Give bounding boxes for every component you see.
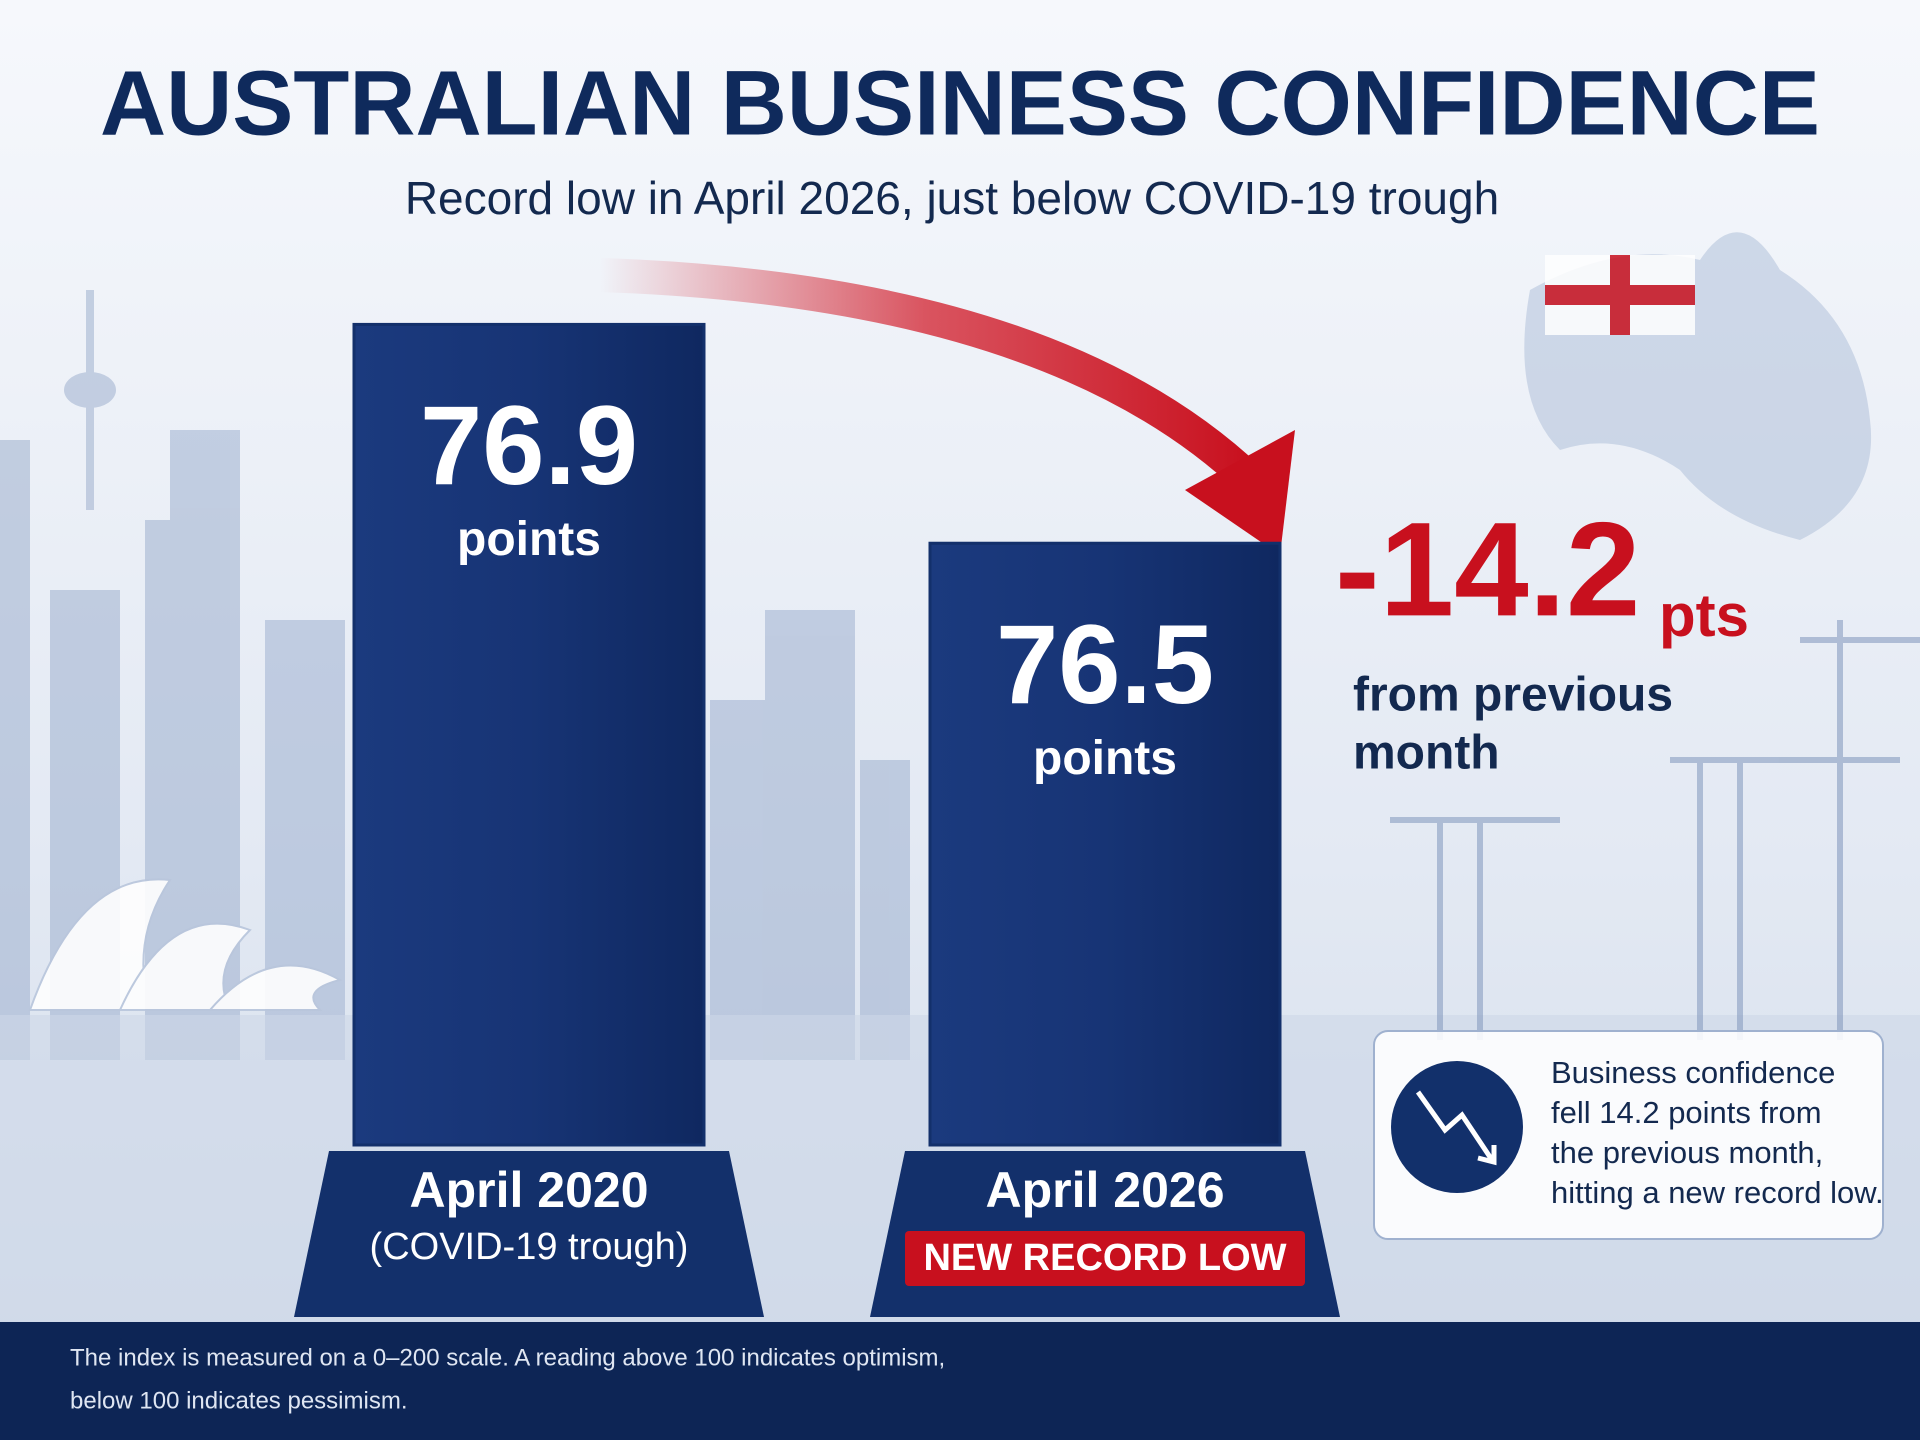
value-label: 76.9 [420, 383, 638, 508]
footnote: The index is measured on a 0–200 scale. … [70, 1344, 945, 1371]
callout-text: the previous month, [1551, 1135, 1823, 1170]
change-unit: pts [1659, 582, 1749, 649]
bar [352, 322, 706, 1147]
category-note: (COVID-19 trough) [370, 1226, 689, 1268]
category-label: April 2026 [985, 1162, 1224, 1218]
pedestal [294, 1151, 764, 1317]
bar [928, 541, 1282, 1147]
value-unit: points [457, 513, 601, 566]
trend-arrow [599, 258, 1262, 493]
record-low-badge [905, 1231, 1305, 1286]
chart-title: AUSTRALIAN BUSINESS CONFIDENCE [100, 52, 1820, 154]
value-unit: points [1033, 732, 1177, 785]
callout-text: Business confidence [1551, 1055, 1835, 1090]
opera-house [28, 878, 343, 1011]
value-label: 76.5 [996, 602, 1214, 727]
trend-arrowhead [1185, 430, 1295, 555]
callout-text: hitting a new record low. [1551, 1175, 1884, 1210]
change-label: month [1353, 727, 1500, 780]
change-value: -14.2 [1335, 495, 1640, 644]
category-note: NEW RECORD LOW [923, 1237, 1286, 1279]
callout-icon [1391, 1061, 1523, 1193]
cranes [1390, 620, 1920, 1040]
callout-text: fell 14.2 points from [1551, 1095, 1822, 1130]
chart-subtitle: Record low in April 2026, just below COV… [405, 172, 1499, 224]
footnote: below 100 indicates pessimism. [70, 1387, 408, 1414]
category-label: April 2020 [409, 1162, 648, 1218]
change-label: from previous [1353, 669, 1673, 722]
callout-icon-arrow [1415, 1090, 1497, 1166]
footer-band [0, 1322, 1920, 1440]
flag [1545, 255, 1695, 335]
